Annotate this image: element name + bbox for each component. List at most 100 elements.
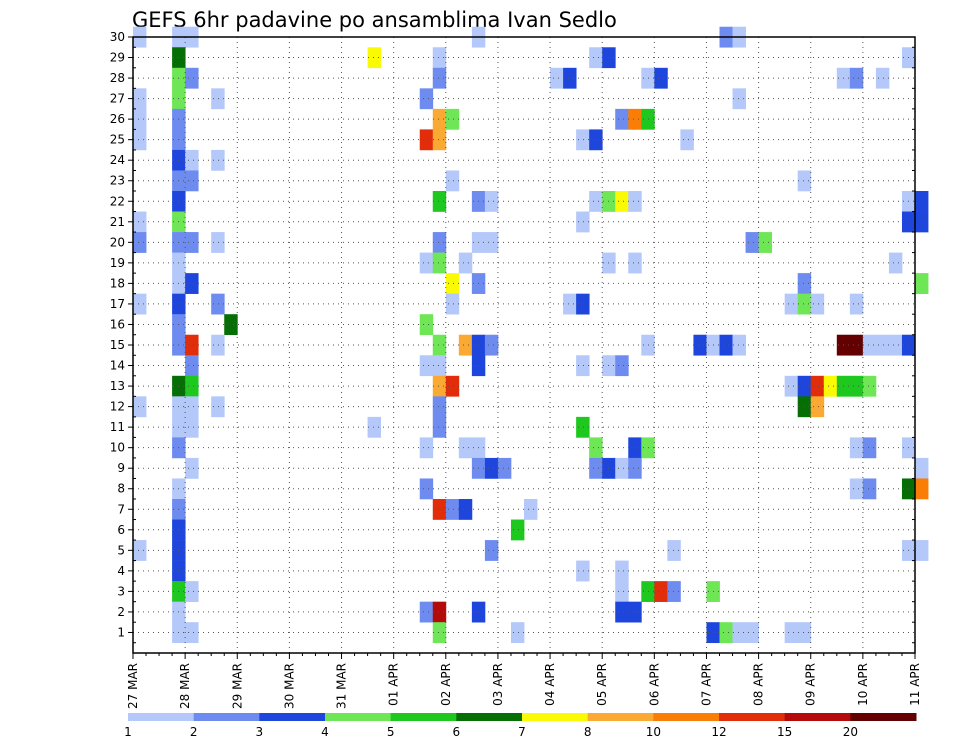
heatmap-cell-81: [445, 273, 460, 294]
heatmap-cell-140: [810, 396, 825, 418]
heatmap-cell-158: [484, 457, 499, 479]
heatmap-cell-183: [915, 540, 929, 561]
heatmap-cell-134: [133, 396, 147, 418]
heatmap-cell-167: [849, 478, 864, 500]
y-tick-label-14: 14: [110, 359, 125, 373]
y-tick-label-7: 7: [117, 502, 125, 516]
y-tick-label-2: 2: [117, 605, 125, 619]
heatmap-cell-111: [849, 334, 864, 356]
heatmap-cell-43: [211, 149, 225, 171]
heatmap-cell-177: [510, 519, 525, 541]
heatmap-cell-24: [211, 88, 225, 110]
x-tick-label-3: 30 MAR: [282, 663, 296, 709]
colorbar-swatch-8: [653, 713, 720, 721]
heatmap-cell-38: [576, 129, 590, 151]
heatmap-cell-65: [185, 232, 199, 253]
heatmap-cell-87: [211, 293, 225, 315]
heatmap-cell-129: [810, 375, 825, 397]
heatmap-cell-173: [445, 499, 460, 520]
heatmap-cell-55: [628, 191, 642, 212]
heatmap-cell-180: [484, 540, 499, 561]
y-tick-label-21: 21: [110, 215, 125, 229]
x-axis: 27 MAR 28 MAR 29 MAR 30 MAR 31 MAR 01 APR 02 A…: [126, 653, 922, 709]
heatmap-cell-46: [445, 170, 460, 192]
heatmap-cell-58: [133, 211, 147, 233]
heatmap-cells: [133, 26, 929, 644]
heatmap-cell-7: [367, 47, 382, 69]
heatmap-cell-74: [432, 252, 447, 274]
x-tick-label-15: 11 APR: [908, 663, 922, 706]
heatmap-cell-75: [458, 252, 473, 274]
y-tick-label-27: 27: [110, 92, 125, 106]
heatmap-cell-94: [849, 293, 864, 315]
heatmap-cell-153: [849, 437, 864, 459]
y-tick-label-29: 29: [110, 51, 125, 65]
heatmap-cell-92: [797, 293, 812, 315]
heatmap-cell-78: [888, 252, 903, 274]
heatmap-cell-16: [563, 67, 577, 89]
heatmap-cell-26: [732, 88, 746, 110]
heatmap-cell-150: [589, 437, 603, 459]
heatmap-cell-88: [445, 293, 460, 315]
heatmap-cell-188: [185, 581, 199, 602]
heatmap-cell-37: [432, 129, 447, 151]
y-tick-label-12: 12: [110, 400, 125, 414]
colorbar-swatch-9: [719, 713, 786, 721]
heatmap-cell-199: [628, 601, 642, 623]
heatmap-cell-136: [185, 396, 199, 418]
heatmap-cell-67: [432, 232, 447, 253]
heatmap-cell-104: [484, 334, 499, 356]
colorbar-label-6: 6: [453, 725, 461, 739]
x-tick-label-10: 06 APR: [647, 663, 661, 706]
heatmap-cell-145: [576, 416, 590, 438]
heatmap-cell-128: [797, 375, 812, 397]
heatmap-cell-70: [745, 232, 759, 253]
colorbar-label-12: 12: [711, 725, 726, 739]
heatmap-cell-166: [419, 478, 434, 500]
heatmap-cell-60: [576, 211, 590, 233]
x-tick-label-12: 08 APR: [752, 663, 766, 706]
heatmap-cell-208: [784, 622, 799, 644]
heatmap-cell-45: [185, 170, 199, 192]
colorbar-swatch-4: [390, 713, 457, 721]
heatmap-cell-9: [589, 47, 603, 69]
heatmap-cell-93: [810, 293, 825, 315]
heatmap-cell-203: [510, 622, 525, 644]
chart-title: GEFS 6hr padavine po ansamblima Ivan Sed…: [132, 8, 617, 32]
heatmap-cell-186: [615, 560, 629, 582]
heatmap-cell-192: [667, 581, 681, 602]
heatmap-cell-80: [185, 273, 199, 294]
x-tick-label-4: 31 MAR: [335, 663, 349, 709]
heatmap-cell-172: [432, 499, 447, 520]
x-tick-label-7: 03 APR: [491, 663, 505, 706]
heatmap-cell-30: [445, 108, 460, 130]
heatmap-cell-114: [888, 334, 903, 356]
heatmap-cell-89: [563, 293, 577, 315]
colorbar-label-5: 5: [387, 725, 395, 739]
heatmap-cell-22: [133, 88, 147, 110]
heatmap-cell-137: [211, 396, 225, 418]
heatmap-cell-116: [185, 355, 199, 377]
heatmap-cell-196: [432, 601, 447, 623]
heatmap-cell-162: [615, 457, 629, 479]
heatmap-cell-85: [133, 293, 147, 315]
heatmap-cell-147: [419, 437, 434, 459]
heatmap-cell-25: [419, 88, 434, 110]
heatmap-cell-77: [628, 252, 642, 274]
heatmap-cell-178: [133, 540, 147, 561]
heatmap-cell-112: [862, 334, 877, 356]
colorbar-swatch-7: [587, 713, 654, 721]
heatmap-cell-39: [589, 129, 603, 151]
y-tick-label-5: 5: [117, 543, 125, 557]
y-tick-label-19: 19: [110, 256, 125, 270]
y-tick-label-18: 18: [110, 276, 125, 290]
heatmap-cell-189: [615, 581, 629, 602]
heatmap-cell-201: [185, 622, 199, 644]
colorbar-swatch-5: [456, 713, 523, 721]
colorbar-label-20: 20: [843, 725, 858, 739]
heatmap-cell-83: [797, 273, 812, 294]
colorbar-label-3: 3: [256, 725, 264, 739]
heatmap-cell-96: [224, 314, 238, 336]
heatmap-cell-160: [589, 457, 603, 479]
